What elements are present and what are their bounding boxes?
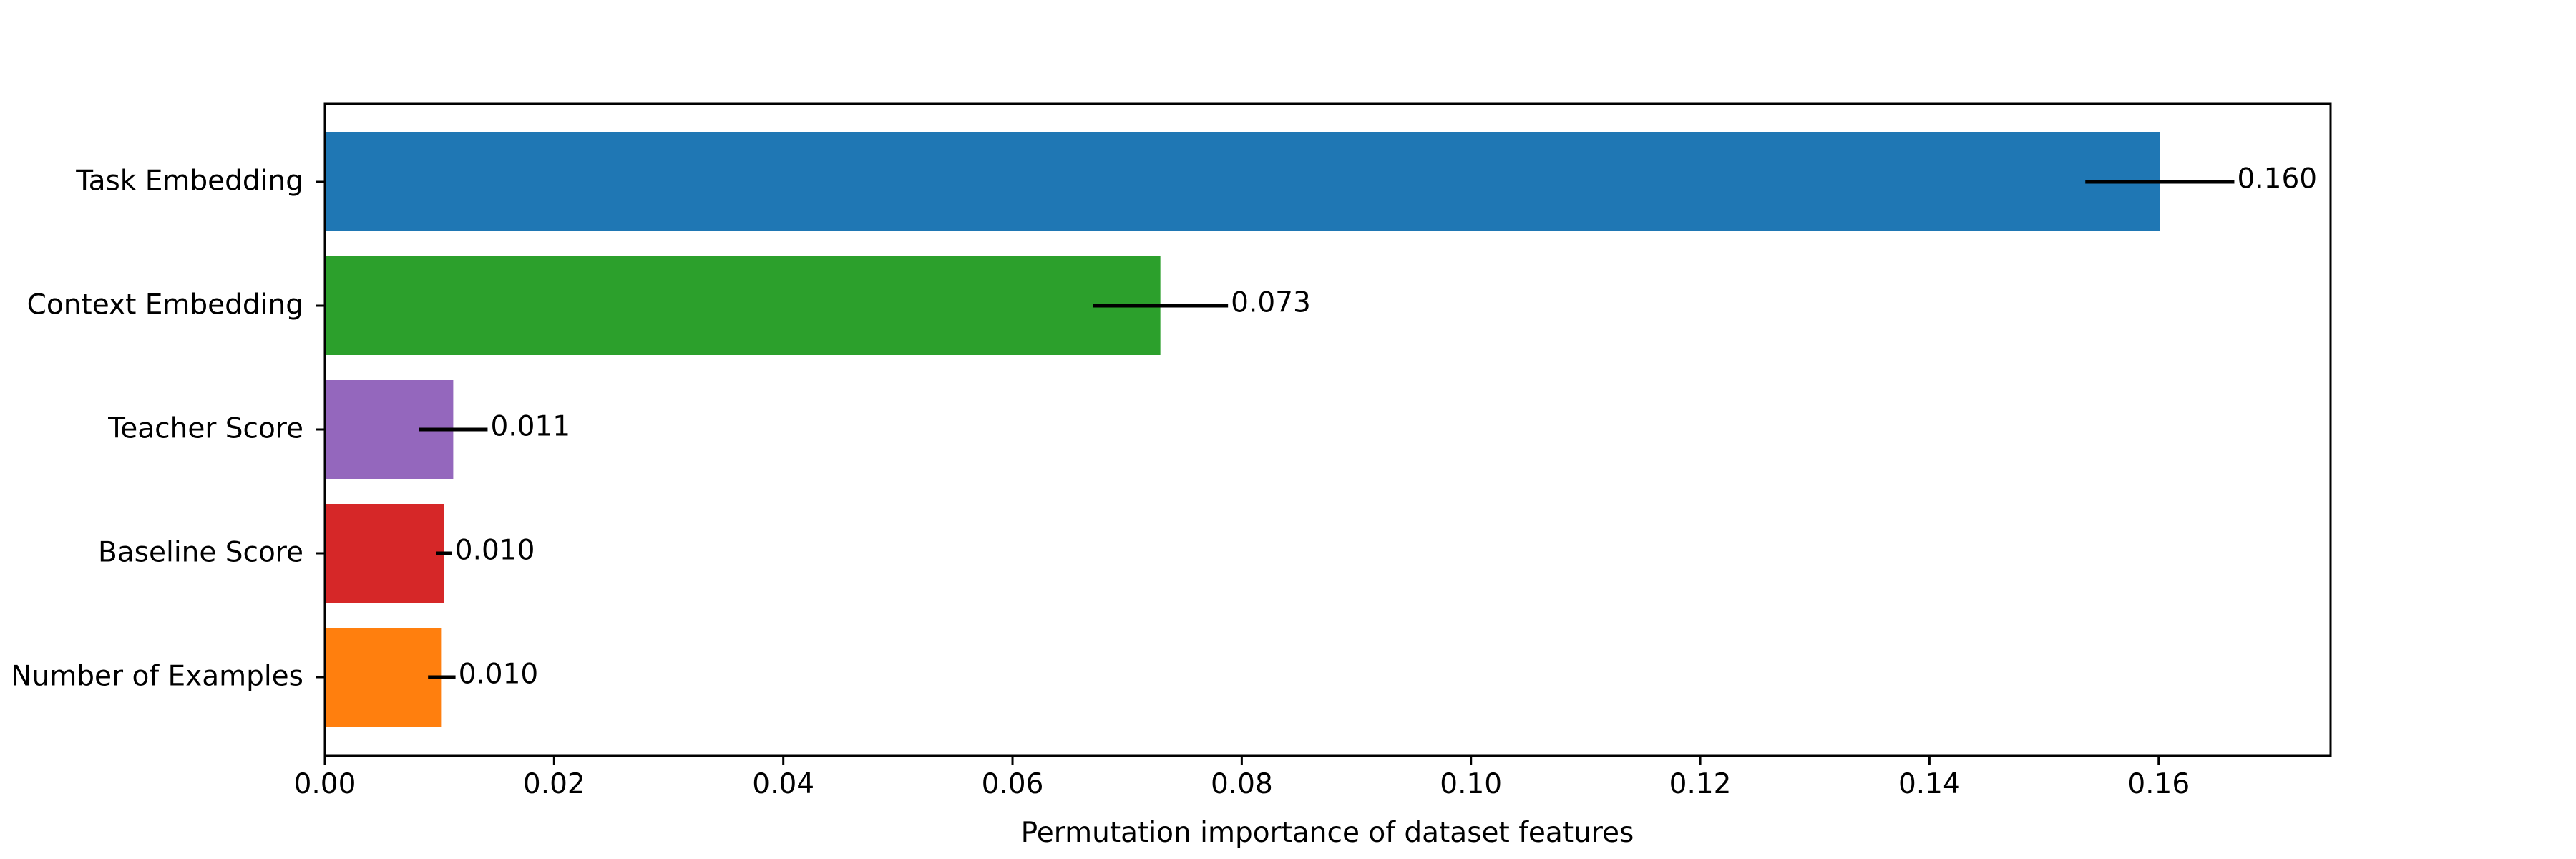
- y-tick-label: Task Embedding: [75, 165, 303, 198]
- value-label: 0.010: [455, 535, 535, 567]
- value-label: 0.160: [2237, 163, 2317, 195]
- y-tick-label: Number of Examples: [11, 661, 303, 693]
- y-tick-label: Teacher Score: [107, 413, 303, 445]
- value-labels-layer: 0.010 0.010 0.011 0.073 0.160: [455, 163, 2317, 691]
- x-tick-label: 0.04: [752, 768, 814, 800]
- x-tick-label: 0.08: [1211, 768, 1273, 800]
- bar: [325, 504, 444, 603]
- y-axis: Number of Examples Baseline Score Teacher …: [11, 165, 325, 693]
- x-tick-label: 0.10: [1440, 768, 1502, 800]
- x-axis-label: Permutation importance of dataset featur…: [1021, 817, 1634, 849]
- y-tick-label: Baseline Score: [98, 537, 303, 569]
- bar: [325, 132, 2160, 231]
- bar: [325, 256, 1161, 355]
- bars-layer: [325, 132, 2160, 727]
- x-tick-label: 0.06: [982, 768, 1044, 800]
- value-label: 0.073: [1231, 287, 1311, 319]
- x-tick-label: 0.12: [1669, 768, 1732, 800]
- x-tick-label: 0.00: [294, 768, 356, 800]
- x-tick-label: 0.16: [2127, 768, 2190, 800]
- bar: [325, 628, 442, 727]
- error-bars-layer: [419, 180, 2235, 679]
- value-label: 0.010: [459, 659, 539, 691]
- value-label: 0.011: [490, 411, 570, 443]
- y-tick-label: Context Embedding: [27, 289, 303, 321]
- x-tick-label: 0.02: [523, 768, 585, 800]
- x-axis: 0.00 0.02 0.04 0.06 0.08 0.10 0.12 0.14 0.16: [294, 756, 2190, 800]
- x-tick-label: 0.14: [1898, 768, 1961, 800]
